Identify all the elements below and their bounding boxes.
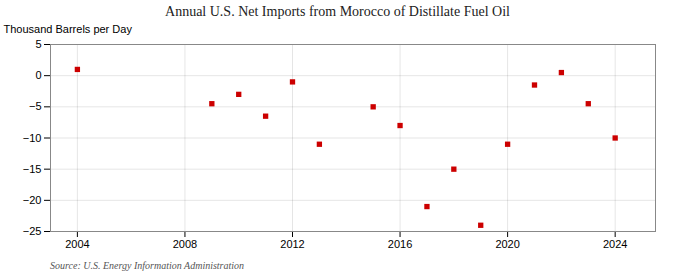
svg-text:−15: −15 bbox=[23, 163, 42, 175]
svg-text:5: 5 bbox=[35, 38, 41, 50]
svg-text:2016: 2016 bbox=[388, 238, 412, 250]
html-text:Annual U.S. Net Imports from M: Annual U.S. Net Imports from Morocco of … bbox=[165, 4, 510, 19]
svg-text:−25: −25 bbox=[23, 225, 42, 237]
svg-text:0: 0 bbox=[35, 69, 41, 81]
svg-text:−20: −20 bbox=[23, 194, 42, 206]
svg-text:−5: −5 bbox=[29, 100, 42, 112]
svg-text:2012: 2012 bbox=[280, 238, 304, 250]
svg-text:2024: 2024 bbox=[603, 238, 627, 250]
html-text:Source: U.S. Energy Informatio: Source: U.S. Energy Information Administ… bbox=[50, 260, 245, 271]
svg-text:Thousand Barrels per Day: Thousand Barrels per Day bbox=[4, 23, 133, 35]
svg-text:2008: 2008 bbox=[173, 238, 197, 250]
svg-text:2004: 2004 bbox=[65, 238, 89, 250]
svg-text:−10: −10 bbox=[23, 132, 42, 144]
svg-text:2020: 2020 bbox=[495, 238, 519, 250]
